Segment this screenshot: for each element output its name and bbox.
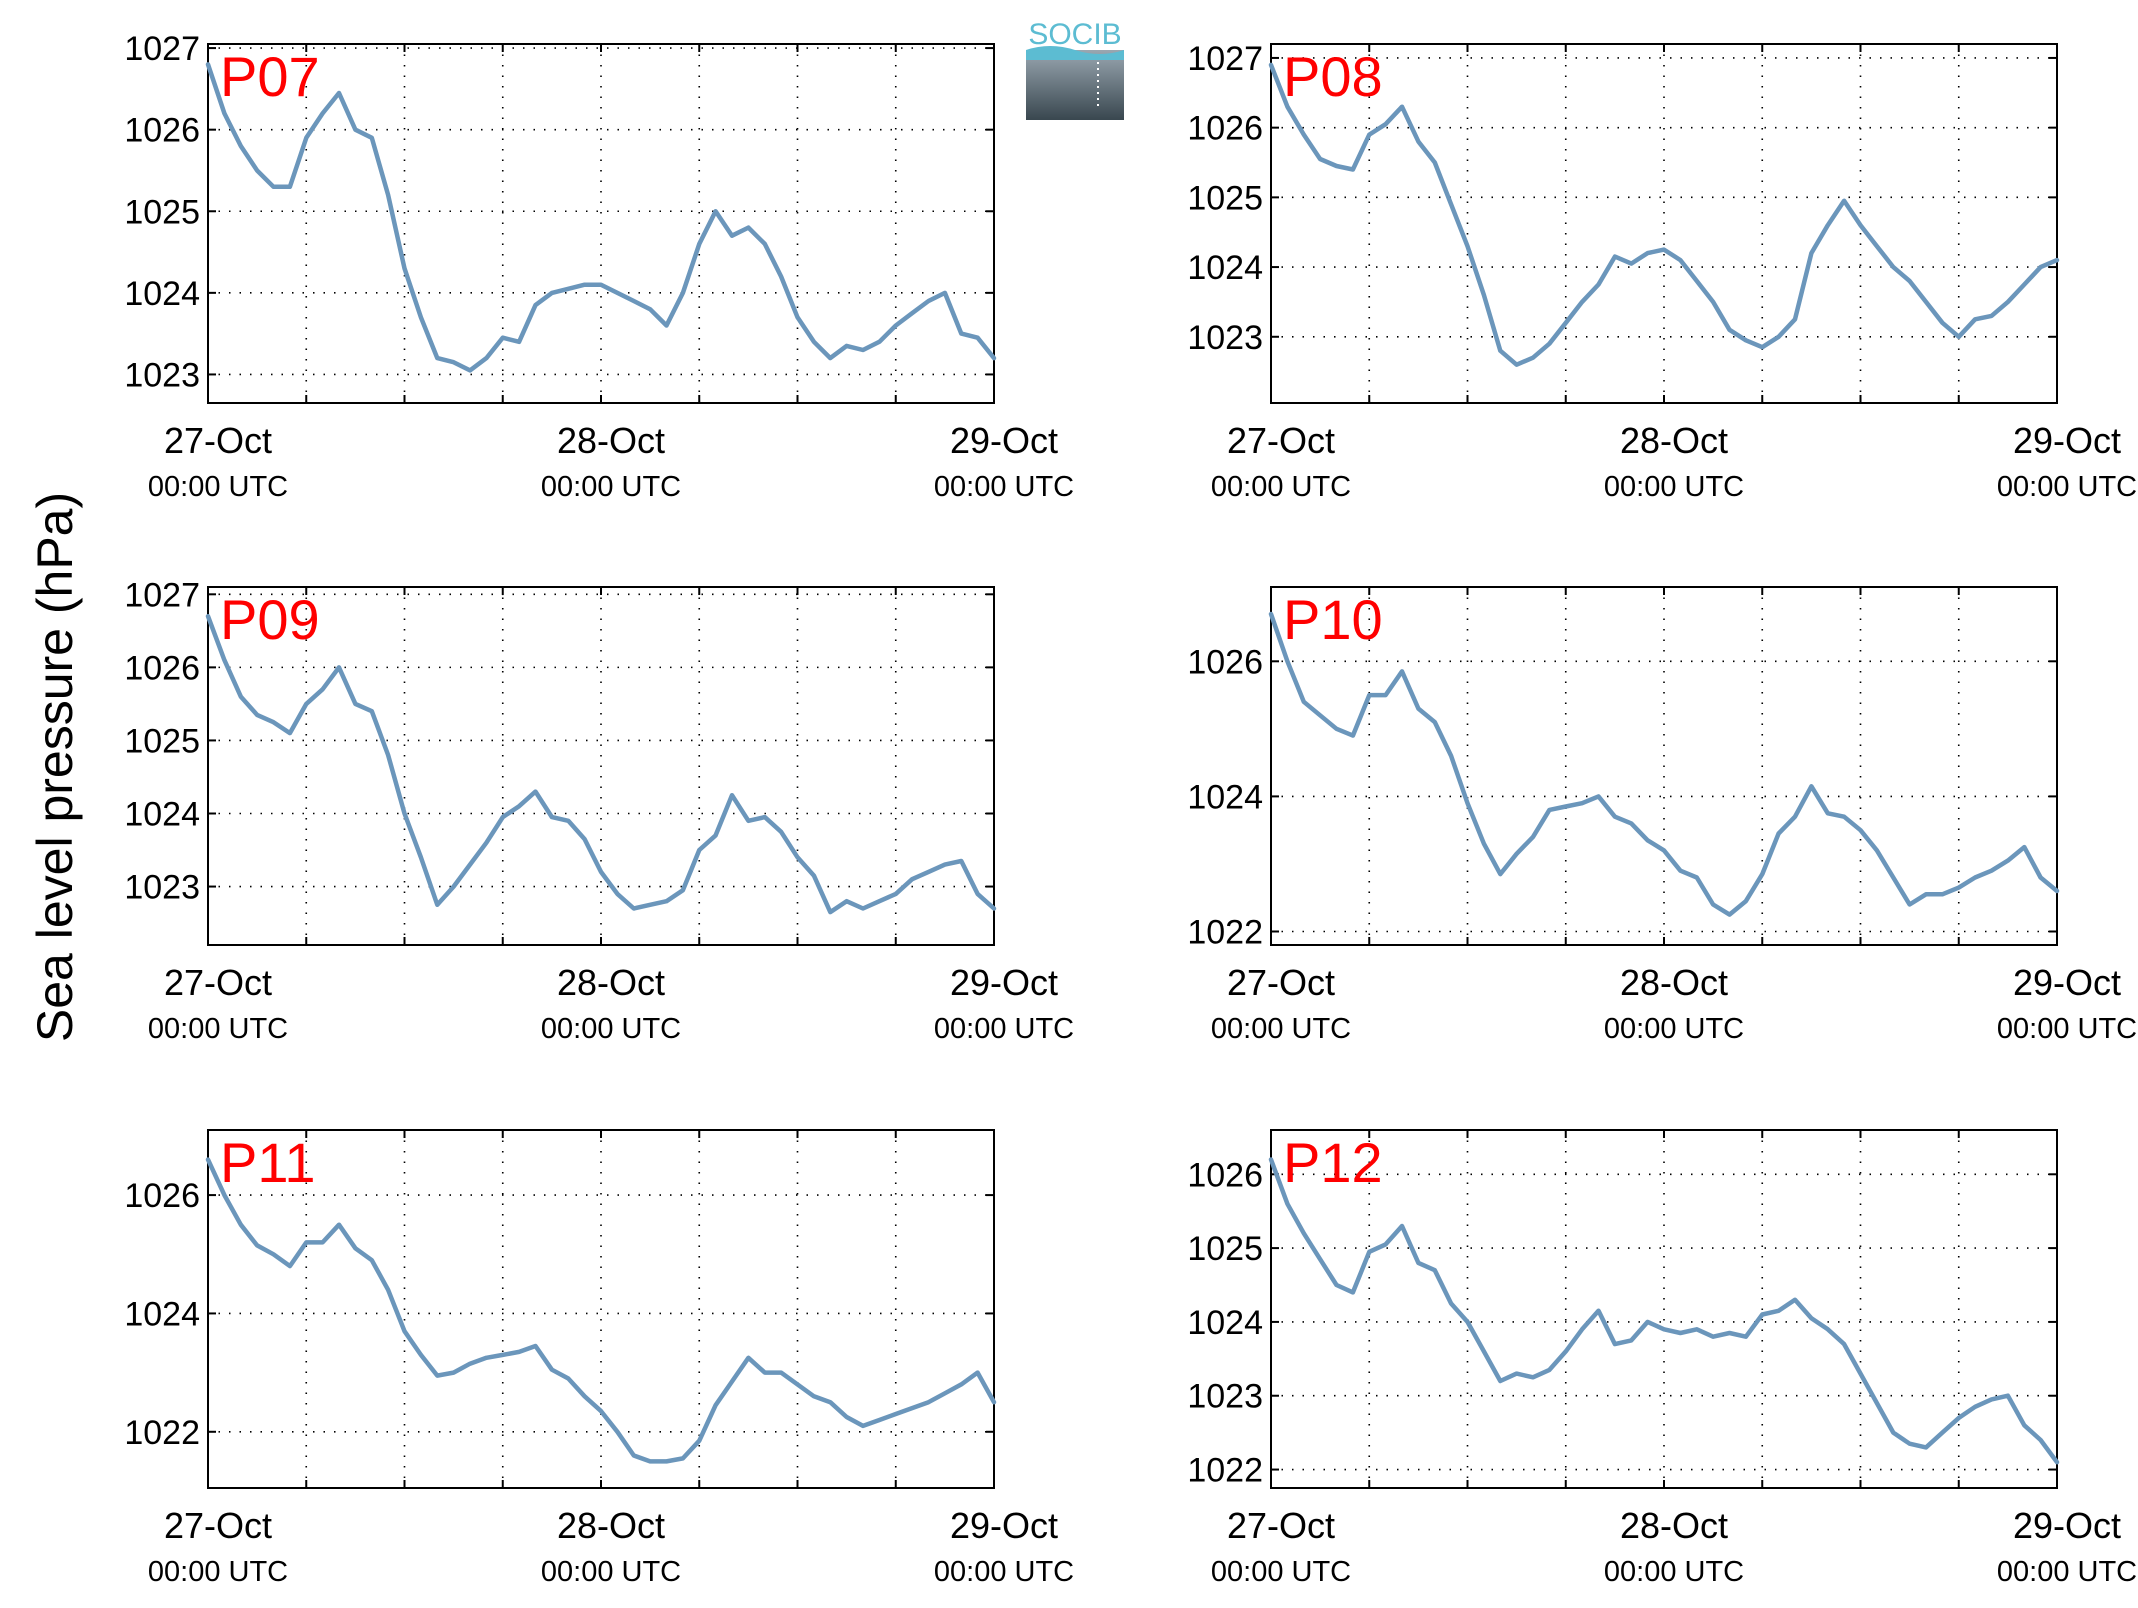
x-tick-label-date: 27-Oct bbox=[164, 420, 272, 461]
panel-p12: 1022 1023 1024 1025 1026 27-Oct 00:00 UTC 28-Oc… bbox=[1187, 1129, 2137, 1588]
x-tick-label-time: 00:00 UTC bbox=[1604, 471, 1744, 503]
y-tick-label: 1026 bbox=[1187, 1156, 1263, 1194]
x-tick-label-date: 29-Oct bbox=[2013, 962, 2121, 1003]
x-tick-label-date: 28-Oct bbox=[1620, 962, 1728, 1003]
socib-logo: SOCIB bbox=[1026, 18, 1124, 120]
y-tick-label: 1025 bbox=[124, 193, 200, 231]
y-tick-label: 1022 bbox=[1187, 913, 1263, 951]
y-tick-label: 1026 bbox=[1187, 110, 1263, 148]
panel-title: P07 bbox=[220, 45, 320, 108]
x-tick-label-date: 29-Oct bbox=[950, 420, 1058, 461]
x-tick-label-time: 00:00 UTC bbox=[1997, 471, 2137, 503]
panel-p10: 1022 1024 1026 27-Oct 00:00 UTC 28-Oct 00:00 U… bbox=[1187, 586, 2137, 1045]
x-tick-label-time: 00:00 UTC bbox=[1211, 1013, 1351, 1045]
y-tick-label: 1023 bbox=[1187, 1378, 1263, 1416]
y-tick-label: 1026 bbox=[124, 1177, 200, 1215]
panel-title: P09 bbox=[220, 588, 320, 651]
x-tick-label-time: 00:00 UTC bbox=[1997, 1013, 2137, 1045]
series-line bbox=[205, 613, 997, 915]
y-tick-label: 1025 bbox=[124, 722, 200, 760]
x-tick-label-time: 00:00 UTC bbox=[934, 471, 1074, 503]
y-tick-label: 1027 bbox=[124, 30, 200, 68]
panel-p08: 1023 1024 1025 1026 1027 27-Oct 00:00 UTC 28-Oc… bbox=[1187, 40, 2137, 503]
panel-p11: 1022 1024 1026 27-Oct 00:00 UTC 28-Oct 00:00 U… bbox=[124, 1129, 1074, 1588]
x-tick-label-time: 00:00 UTC bbox=[541, 471, 681, 503]
y-tick-label: 1023 bbox=[1187, 319, 1263, 357]
x-tick-label-time: 00:00 UTC bbox=[1211, 1556, 1351, 1588]
x-tick-label-time: 00:00 UTC bbox=[148, 1013, 288, 1045]
y-tick-label: 1024 bbox=[124, 1295, 200, 1333]
series-line bbox=[205, 1157, 997, 1464]
y-tick-label: 1026 bbox=[124, 112, 200, 150]
x-tick-label-date: 28-Oct bbox=[1620, 1505, 1728, 1546]
x-tick-label-time: 00:00 UTC bbox=[1211, 471, 1351, 503]
x-tick-label-date: 28-Oct bbox=[557, 1505, 665, 1546]
panels: 1023 1024 1025 1026 1027 27-Oct 00:00 UTC 28-Oc… bbox=[124, 30, 2137, 1588]
panel-title: P11 bbox=[220, 1131, 315, 1194]
panel-p09: 1023 1024 1025 1026 1027 27-Oct 00:00 UTC 28-Oc… bbox=[124, 576, 1074, 1045]
logo-block-icon bbox=[1026, 50, 1124, 120]
logo-text: SOCIB bbox=[1028, 18, 1121, 51]
x-tick-label-time: 00:00 UTC bbox=[148, 1556, 288, 1588]
y-tick-label: 1027 bbox=[124, 576, 200, 614]
series-line bbox=[205, 62, 997, 373]
y-tick-label: 1022 bbox=[124, 1414, 200, 1452]
y-tick-label: 1025 bbox=[1187, 179, 1263, 217]
x-tick-label-date: 29-Oct bbox=[2013, 420, 2121, 461]
series-line bbox=[1268, 1157, 2060, 1465]
y-tick-label: 1025 bbox=[1187, 1230, 1263, 1268]
x-tick-label-time: 00:00 UTC bbox=[1604, 1013, 1744, 1045]
y-tick-label: 1022 bbox=[1187, 1452, 1263, 1490]
panel-title: P08 bbox=[1283, 45, 1383, 108]
x-tick-label-time: 00:00 UTC bbox=[148, 471, 288, 503]
y-axis-title: Sea level pressure (hPa) bbox=[27, 492, 83, 1042]
x-tick-label-date: 29-Oct bbox=[950, 1505, 1058, 1546]
x-tick-label-time: 00:00 UTC bbox=[1997, 1556, 2137, 1588]
y-tick-label: 1027 bbox=[1187, 40, 1263, 78]
x-tick-label-date: 29-Oct bbox=[2013, 1505, 2121, 1546]
x-tick-label-date: 27-Oct bbox=[164, 962, 272, 1003]
y-tick-label: 1024 bbox=[1187, 1304, 1263, 1342]
logo-wave-icon bbox=[1026, 46, 1124, 60]
y-tick-label: 1026 bbox=[124, 649, 200, 687]
y-tick-label: 1026 bbox=[1187, 643, 1263, 681]
x-tick-label-date: 28-Oct bbox=[557, 962, 665, 1003]
x-tick-label-time: 00:00 UTC bbox=[934, 1556, 1074, 1588]
x-tick-label-date: 28-Oct bbox=[1620, 420, 1728, 461]
panel-title: P10 bbox=[1283, 588, 1383, 651]
x-tick-label-date: 27-Oct bbox=[1227, 962, 1335, 1003]
series-line bbox=[1268, 611, 2060, 917]
panel-title: P12 bbox=[1283, 1131, 1383, 1194]
x-tick-label-date: 29-Oct bbox=[950, 962, 1058, 1003]
panel-p07: 1023 1024 1025 1026 1027 27-Oct 00:00 UTC 28-Oc… bbox=[124, 30, 1074, 503]
x-tick-label-time: 00:00 UTC bbox=[541, 1556, 681, 1588]
x-tick-label-date: 27-Oct bbox=[1227, 420, 1335, 461]
y-tick-label: 1024 bbox=[1187, 778, 1263, 816]
x-tick-label-date: 27-Oct bbox=[164, 1505, 272, 1546]
x-tick-label-date: 28-Oct bbox=[557, 420, 665, 461]
x-tick-label-date: 27-Oct bbox=[1227, 1505, 1335, 1546]
y-tick-label: 1023 bbox=[124, 869, 200, 907]
x-tick-label-time: 00:00 UTC bbox=[1604, 1556, 1744, 1588]
y-tick-label: 1023 bbox=[124, 356, 200, 394]
x-tick-label-time: 00:00 UTC bbox=[541, 1013, 681, 1045]
x-tick-label-time: 00:00 UTC bbox=[934, 1013, 1074, 1045]
y-tick-label: 1024 bbox=[124, 795, 200, 833]
y-tick-label: 1024 bbox=[1187, 249, 1263, 287]
series-line bbox=[1268, 62, 2060, 367]
y-tick-label: 1024 bbox=[124, 275, 200, 313]
